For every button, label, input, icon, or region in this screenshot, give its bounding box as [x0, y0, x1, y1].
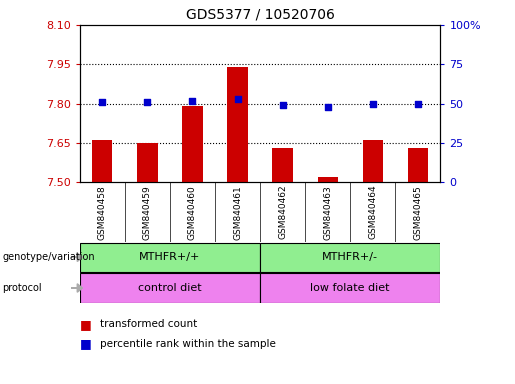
Bar: [408, 148, 428, 182]
Text: GSM840459: GSM840459: [143, 185, 152, 240]
Bar: [318, 177, 338, 182]
Bar: [272, 148, 293, 182]
Text: protocol: protocol: [3, 283, 42, 293]
Point: [414, 101, 422, 107]
Text: GSM840464: GSM840464: [368, 185, 377, 240]
Point: [279, 102, 287, 108]
Point: [188, 98, 197, 104]
Bar: [228, 67, 248, 182]
Text: genotype/variation: genotype/variation: [3, 252, 95, 262]
Text: transformed count: transformed count: [100, 319, 198, 329]
FancyBboxPatch shape: [260, 273, 440, 303]
Text: GSM840458: GSM840458: [98, 185, 107, 240]
FancyBboxPatch shape: [80, 243, 260, 272]
Title: GDS5377 / 10520706: GDS5377 / 10520706: [185, 7, 335, 21]
Text: ■: ■: [80, 337, 92, 350]
Text: GSM840462: GSM840462: [278, 185, 287, 240]
Text: GSM840465: GSM840465: [414, 185, 422, 240]
Point: [143, 99, 151, 105]
Point: [323, 104, 332, 110]
FancyBboxPatch shape: [80, 273, 260, 303]
Bar: [363, 141, 383, 182]
Point: [233, 96, 242, 102]
Bar: [138, 143, 158, 182]
Bar: [92, 141, 112, 182]
Bar: [182, 106, 202, 182]
FancyBboxPatch shape: [260, 243, 440, 272]
Point: [369, 101, 377, 107]
Text: percentile rank within the sample: percentile rank within the sample: [100, 339, 277, 349]
Text: MTHFR+/-: MTHFR+/-: [322, 252, 378, 262]
Text: GSM840460: GSM840460: [188, 185, 197, 240]
Text: ■: ■: [80, 318, 92, 331]
Text: GSM840463: GSM840463: [323, 185, 332, 240]
Text: control diet: control diet: [138, 283, 202, 293]
Text: MTHFR+/+: MTHFR+/+: [139, 252, 201, 262]
Text: low folate diet: low folate diet: [311, 283, 390, 293]
Text: GSM840461: GSM840461: [233, 185, 242, 240]
Point: [98, 99, 107, 105]
